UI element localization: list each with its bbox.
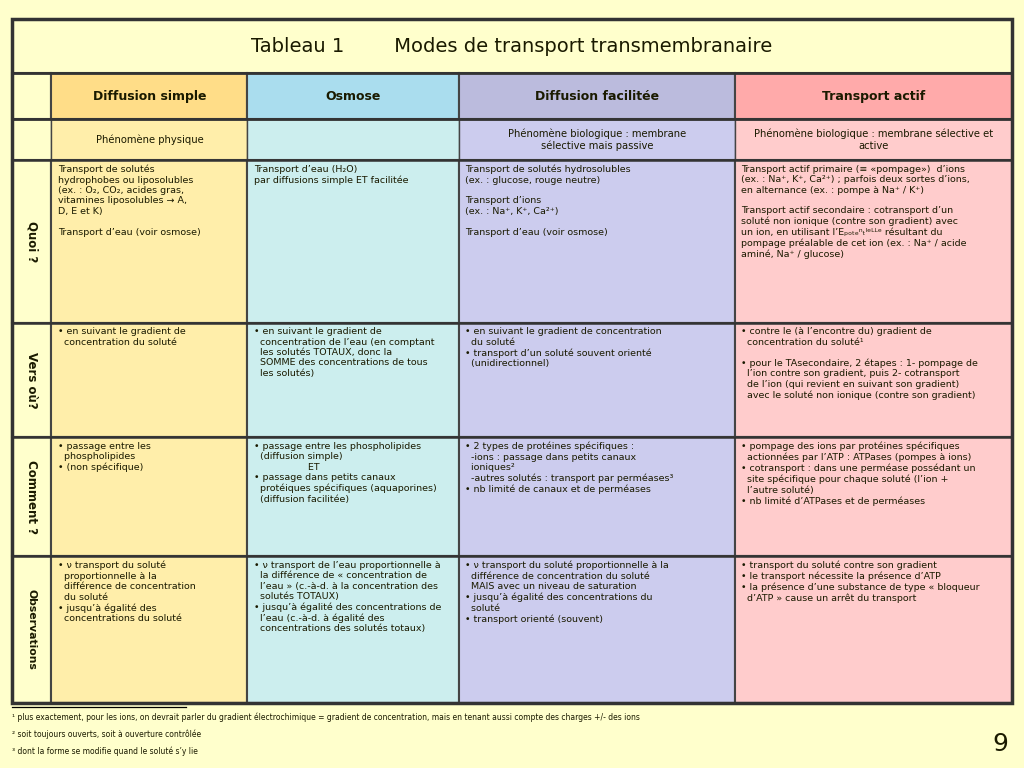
Bar <box>51 161 248 323</box>
Bar <box>248 161 459 323</box>
Bar <box>12 438 51 556</box>
Text: • ν transport du soluté
  proportionnelle à la
  différence de concentration
  d: • ν transport du soluté proportionnelle … <box>57 561 196 623</box>
Text: Phénomène physique: Phénomène physique <box>95 134 204 145</box>
Bar <box>735 119 1012 161</box>
Text: Transport de solutés hydrosolubles
(ex. : glucose, rouge neutre)

Transport d’io: Transport de solutés hydrosolubles (ex. … <box>465 165 631 237</box>
Text: Phénomène biologique : membrane sélective et
active: Phénomène biologique : membrane sélectiv… <box>754 128 993 151</box>
Text: Phénomène biologique : membrane
sélective mais passive: Phénomène biologique : membrane sélectiv… <box>508 128 686 151</box>
Text: Osmose: Osmose <box>326 90 381 102</box>
Text: Transport d’eau (H₂O)
par diffusions simple ET facilitée: Transport d’eau (H₂O) par diffusions sim… <box>254 165 409 185</box>
Text: Diffusion facilitée: Diffusion facilitée <box>535 90 659 102</box>
Bar <box>12 73 51 119</box>
Text: • contre le (à l’encontre du) gradient de
  concentration du soluté¹

• pour le : • contre le (à l’encontre du) gradient d… <box>741 327 978 400</box>
Bar <box>12 19 1012 73</box>
Bar <box>735 323 1012 438</box>
Text: Vers où?: Vers où? <box>26 352 38 409</box>
Text: Transport actif primaire (≡ «pompage»)  d’ions
(ex. : Na⁺, K⁺, Ca²⁺) ; parfois d: Transport actif primaire (≡ «pompage») d… <box>741 165 970 259</box>
Bar <box>248 438 459 556</box>
Text: • 2 types de protéines spécifiques :
  -ions : passage dans petits canaux
  ioni: • 2 types de protéines spécifiques : -io… <box>465 442 674 495</box>
Text: Quoi ?: Quoi ? <box>26 220 38 262</box>
Text: Observations: Observations <box>27 589 37 670</box>
Bar <box>248 323 459 438</box>
Bar <box>459 556 735 703</box>
Text: Transport actif: Transport actif <box>822 90 925 102</box>
Text: Comment ?: Comment ? <box>26 460 38 534</box>
Text: • pompage des ions par protéines spécifiques
  actionnées par l’ATP : ATPases (p: • pompage des ions par protéines spécifi… <box>741 442 976 506</box>
Bar <box>51 119 248 161</box>
Text: • ν transport de l’eau proportionnelle à
  la différence de « concentration de
 : • ν transport de l’eau proportionnelle à… <box>254 561 441 634</box>
Bar <box>248 119 459 161</box>
Text: • passage entre les
  phospholipides
• (non spécifique): • passage entre les phospholipides • (no… <box>57 442 151 472</box>
Bar <box>51 73 248 119</box>
Text: • en suivant le gradient de
  concentration du soluté: • en suivant le gradient de concentratio… <box>57 327 185 346</box>
Bar <box>51 556 248 703</box>
Text: Diffusion simple: Diffusion simple <box>93 90 206 102</box>
Text: Tableau 1        Modes de transport transmembranaire: Tableau 1 Modes de transport transmembra… <box>251 37 773 55</box>
Bar <box>12 19 1012 703</box>
Text: ² soit toujours ouverts, soit à ouverture contrôlée: ² soit toujours ouverts, soit à ouvertur… <box>12 730 202 739</box>
Text: • passage entre les phospholipides
  (diffusion simple)
                  ET
• p: • passage entre les phospholipides (diff… <box>254 442 436 504</box>
Text: Transport de solutés
hydrophobes ou liposolubles
(ex. : O₂, CO₂, acides gras,
vi: Transport de solutés hydrophobes ou lipo… <box>57 165 201 237</box>
Bar <box>459 323 735 438</box>
Text: ³ dont la forme se modifie quand le soluté s’y lie: ³ dont la forme se modifie quand le solu… <box>12 746 199 756</box>
Bar <box>12 323 51 438</box>
Bar <box>459 161 735 323</box>
Bar <box>12 119 51 161</box>
Bar <box>735 438 1012 556</box>
Text: ¹ plus exactement, pour les ions, on devrait parler du gradient électrochimique : ¹ plus exactement, pour les ions, on dev… <box>12 713 640 722</box>
Text: • transport du soluté contre son gradient
• le transport nécessite la présence d: • transport du soluté contre son gradien… <box>741 561 980 604</box>
Text: • en suivant le gradient de concentration
  du soluté
• transport d’un soluté so: • en suivant le gradient de concentratio… <box>465 327 662 368</box>
Bar <box>12 556 51 703</box>
Bar <box>12 161 51 323</box>
Text: • ν transport du soluté proportionnelle à la
  différence de concentration du so: • ν transport du soluté proportionnelle … <box>465 561 669 624</box>
Text: 9: 9 <box>992 733 1009 756</box>
Bar <box>248 556 459 703</box>
Bar <box>735 556 1012 703</box>
Bar <box>735 73 1012 119</box>
Bar <box>459 438 735 556</box>
Bar <box>459 119 735 161</box>
Bar <box>51 438 248 556</box>
Text: • en suivant le gradient de
  concentration de l’eau (en comptant
  les solutés : • en suivant le gradient de concentratio… <box>254 327 434 378</box>
Bar <box>51 323 248 438</box>
Bar <box>248 73 459 119</box>
Bar <box>459 73 735 119</box>
Bar <box>735 161 1012 323</box>
